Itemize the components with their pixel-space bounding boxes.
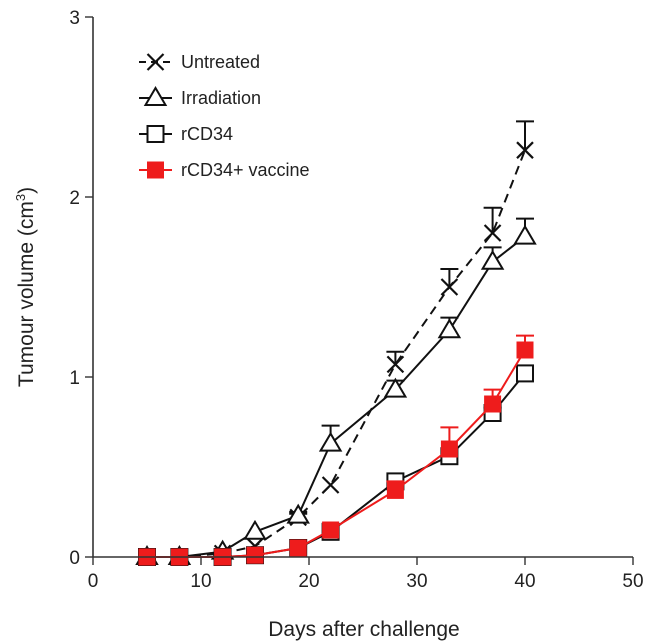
data-point	[318, 431, 343, 452]
y-tick-label: 2	[69, 188, 80, 209]
data-point	[484, 395, 502, 413]
x-tick-label: 0	[88, 571, 99, 592]
data-point	[321, 476, 340, 494]
data-point	[440, 278, 459, 296]
y-axis-label-superscript: 3	[13, 194, 28, 201]
legend-label: rCD34	[181, 124, 233, 144]
y-tick-label: 0	[69, 548, 80, 569]
series-untreated	[138, 120, 534, 566]
data-point	[383, 377, 408, 398]
x-tick-label: 20	[298, 571, 319, 592]
x-tick-label: 50	[622, 571, 643, 592]
data-point	[246, 546, 264, 564]
data-point	[437, 318, 462, 339]
x-axis-label: Days after challenge	[268, 618, 459, 641]
series-irradiation	[135, 217, 537, 565]
series-line	[147, 149, 526, 558]
data-point	[386, 355, 405, 374]
data-point	[322, 521, 340, 539]
data-point	[513, 224, 537, 245]
y-axis-label-close: )	[15, 187, 38, 194]
x-tick-label: 40	[514, 571, 535, 592]
legend-entry: rCD34	[139, 124, 233, 144]
x-tick-label: 10	[190, 571, 211, 592]
legend: Untreated Irradiation rCD34 rCD34+ vaccine	[139, 52, 310, 180]
legend-marker	[146, 53, 165, 71]
data-point	[516, 141, 534, 159]
legend-label: rCD34+ vaccine	[181, 160, 310, 180]
y-tick-label: 3	[69, 8, 80, 29]
data-point	[440, 440, 458, 458]
data-point	[516, 364, 534, 383]
data-point	[289, 539, 307, 557]
data-point	[286, 503, 310, 524]
data-point	[386, 481, 404, 499]
y-tick-label: 1	[69, 368, 80, 389]
legend-marker	[146, 125, 165, 143]
plot-area	[135, 120, 537, 566]
data-point	[480, 249, 505, 270]
data-point	[516, 341, 534, 359]
data-point	[483, 224, 502, 242]
legend-marker	[147, 161, 164, 179]
x-tick-label: 30	[406, 571, 427, 592]
legend-entry: Irradiation	[139, 86, 261, 108]
y-axis-label-main: Tumour volume (cm	[15, 201, 38, 387]
legend-marker	[143, 86, 168, 106]
axes: 0 10 20 30 40 50 0 1 2 3	[69, 8, 643, 592]
legend-label: Untreated	[181, 52, 260, 72]
series-line	[147, 235, 526, 558]
legend-entry: rCD34+ vaccine	[139, 160, 310, 180]
legend-label: Irradiation	[181, 88, 261, 108]
legend-entry: Untreated	[139, 52, 260, 72]
data-point	[243, 519, 267, 540]
y-axis-label: Tumour volume (cm3)	[13, 187, 38, 387]
